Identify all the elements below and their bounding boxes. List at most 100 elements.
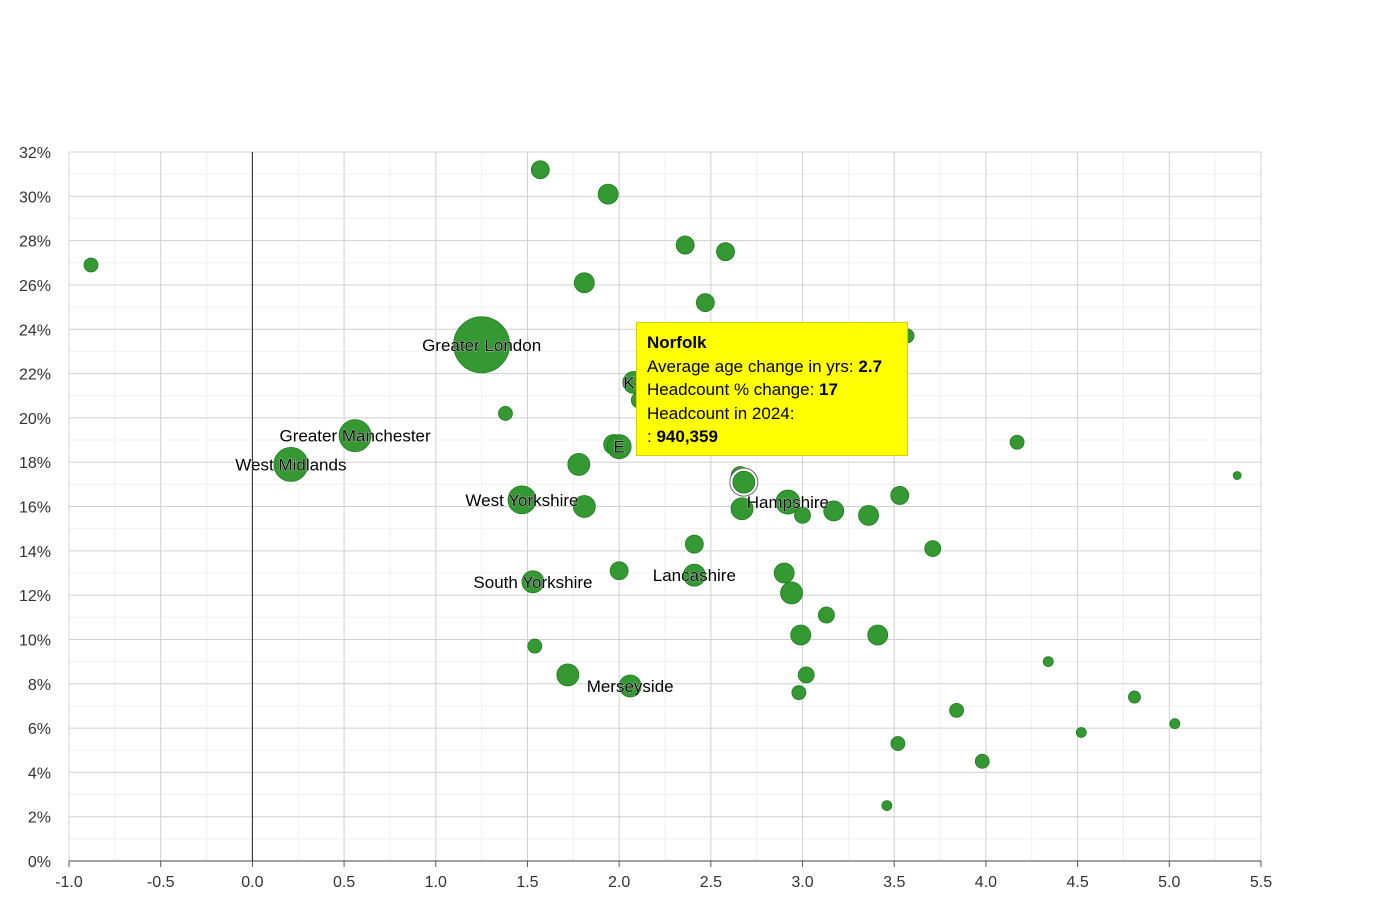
bubble — [453, 316, 511, 374]
bubble — [498, 406, 513, 421]
bubble-label: Hampshire — [747, 493, 829, 512]
tooltip-headcount-value: 940,359 — [656, 427, 718, 446]
bubble-label: Greater Manchester — [279, 427, 431, 446]
bubble — [521, 570, 545, 594]
axes — [69, 152, 1261, 862]
bubble — [890, 486, 910, 505]
x-tick-label: 1.0 — [425, 874, 447, 891]
bubble — [1232, 471, 1242, 480]
x-tick-label: 4.5 — [1066, 874, 1088, 891]
bubble — [567, 453, 591, 476]
y-tick-label: 0% — [28, 854, 51, 871]
bubbles — [83, 160, 1242, 812]
x-tick-label: -1.0 — [55, 874, 83, 891]
bubble — [695, 293, 715, 313]
x-tick-label: 5.0 — [1158, 874, 1180, 891]
x-tick-label: 5.5 — [1250, 874, 1272, 891]
bubble — [881, 800, 893, 812]
bubble-label: Lancashire — [653, 566, 736, 585]
bubble — [1169, 718, 1181, 730]
bubble — [716, 242, 735, 262]
bubble — [684, 534, 704, 554]
tooltip-line-headcount: Headcount in 2024: — [647, 403, 795, 423]
y-tick-label: 16% — [19, 500, 51, 517]
y-tick-label: 10% — [19, 632, 51, 649]
y-tick-label: 22% — [19, 367, 51, 384]
y-tick-label: 28% — [19, 234, 51, 251]
bubble — [794, 506, 811, 524]
bubble — [273, 447, 309, 482]
x-axis-ticks: -1.0 -0.5 0.0 0.5 1.0 1.5 2.0 2.5 3.0 3.5 4.0 4.5 5.… — [55, 861, 1272, 891]
bubble — [775, 489, 801, 515]
bubble — [1009, 434, 1025, 450]
bubble — [572, 495, 596, 518]
bubble — [890, 736, 906, 751]
y-tick-label: 4% — [28, 765, 51, 782]
bubble — [675, 235, 695, 255]
tooltip-age-value: 2.7 — [858, 356, 883, 376]
tooltip: Norfolk Average age change in yrs: 2.7 H… — [636, 322, 908, 456]
bubble — [780, 581, 803, 605]
y-tick-label: 8% — [28, 677, 51, 694]
bubble — [530, 160, 550, 180]
bubble — [924, 540, 942, 557]
bubble — [773, 562, 795, 584]
bubble — [949, 702, 964, 718]
bubble — [867, 624, 889, 646]
x-tick-label: 2.5 — [700, 874, 722, 891]
tooltip-line-headcount-change: Headcount % change: 17 — [647, 378, 897, 402]
tooltip-age-label: Average age change in yrs: — [647, 356, 859, 376]
tooltip-headcount-change-label: Headcount % change: — [647, 380, 820, 399]
bubble — [1075, 727, 1087, 738]
x-tick-label: 0.0 — [241, 874, 263, 891]
y-tick-label: 24% — [19, 322, 51, 339]
bubble — [823, 500, 845, 522]
tooltip-headcount-change-value: 17 — [819, 380, 838, 399]
bubble-label: West Yorkshire — [465, 491, 578, 510]
y-tick-label: 32% — [19, 145, 51, 162]
bubble-label: Merseyside — [587, 677, 674, 696]
bubble — [83, 257, 99, 273]
y-tick-label: 20% — [19, 411, 51, 428]
x-tick-label: 3.5 — [883, 874, 905, 891]
bubble-highlighted — [732, 470, 756, 494]
bubble — [618, 674, 642, 698]
y-tick-label: 12% — [19, 588, 51, 605]
bubble — [790, 624, 812, 646]
y-tick-label: 30% — [19, 189, 51, 206]
bubble — [817, 606, 835, 624]
y-tick-label: 18% — [19, 455, 51, 472]
bubble — [527, 638, 543, 654]
y-tick-label: 26% — [19, 278, 51, 295]
bubble — [682, 563, 706, 587]
bubble — [507, 485, 537, 515]
tooltip-line-age: Average age change in yrs: 2.7 — [647, 355, 897, 379]
x-tick-label: 1.5 — [516, 874, 538, 891]
x-tick-label: 0.5 — [333, 874, 355, 891]
bubble — [338, 419, 372, 453]
bubble — [606, 434, 632, 460]
x-tick-label: 2.0 — [608, 874, 630, 891]
y-axis-ticks: 0% 2% 4% 6% 8% 10% 12% 14% 16% 18% 20% 22% 24% 26% 28%… — [19, 145, 51, 871]
bubble-label: West Midlands — [235, 455, 346, 474]
bubble-label: E — [613, 438, 624, 457]
bubble — [556, 663, 580, 687]
y-tick-label: 2% — [28, 810, 51, 827]
tooltip-line-headcount-value: : 940,359 — [647, 425, 897, 449]
bubble — [791, 685, 807, 701]
x-tick-label: 3.0 — [791, 874, 813, 891]
bubble — [1042, 656, 1054, 667]
bubble — [730, 497, 754, 521]
tooltip-headcount-prefix: : — [647, 427, 657, 446]
y-tick-label: 6% — [28, 721, 51, 738]
bubble — [573, 272, 595, 294]
bubble — [797, 666, 815, 684]
tooltip-title: Norfolk — [647, 333, 707, 352]
bubble — [974, 753, 990, 769]
x-tick-label: -0.5 — [147, 874, 175, 891]
x-tick-label: 4.0 — [975, 874, 997, 891]
bubble — [597, 183, 619, 205]
bubble — [1128, 690, 1141, 704]
bubble — [609, 561, 629, 581]
